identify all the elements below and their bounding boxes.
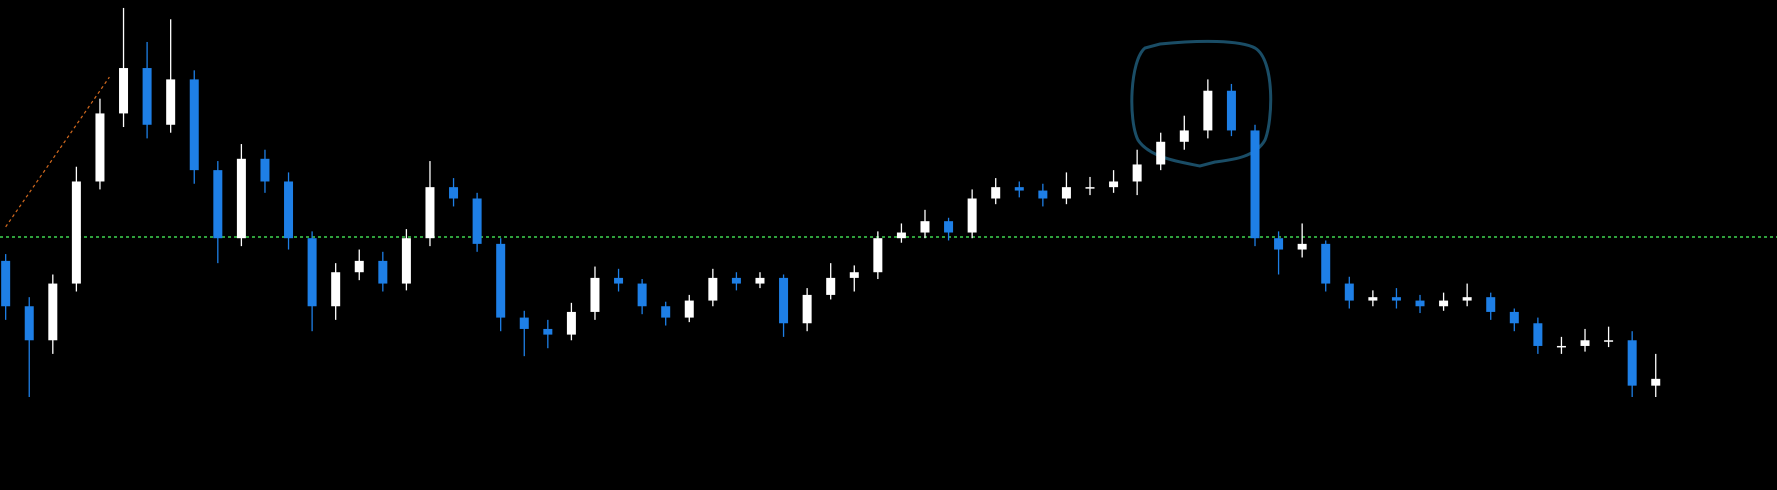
- candle-body: [1250, 130, 1260, 239]
- candle-body: [1580, 340, 1590, 346]
- candle-body: [425, 187, 435, 239]
- candle-body: [71, 181, 81, 284]
- candle-body: [1415, 300, 1425, 307]
- candle-body: [967, 198, 977, 233]
- candle-body: [496, 243, 506, 318]
- candle-body: [24, 306, 34, 341]
- candle-body: [213, 170, 223, 239]
- candle-body: [401, 238, 411, 284]
- candle-body: [449, 187, 459, 199]
- candle-body: [1509, 311, 1519, 324]
- candle-body: [1132, 164, 1142, 182]
- candle-body: [1179, 130, 1189, 142]
- hand-drawn-circle: [1130, 39, 1273, 168]
- trend-line: [5, 76, 110, 228]
- candle-body: [1486, 297, 1496, 312]
- candle-body: [1085, 187, 1095, 189]
- candle-body: [1391, 297, 1401, 301]
- candle-body: [1038, 190, 1048, 199]
- candle-body: [519, 317, 529, 329]
- candle-body: [543, 328, 553, 335]
- candle-body: [802, 294, 812, 324]
- candle-body: [95, 113, 105, 182]
- candle-body: [307, 238, 317, 307]
- candle-body: [1556, 345, 1566, 348]
- candle-body: [1321, 243, 1331, 284]
- candle-body: [1604, 340, 1614, 342]
- candle-body: [1439, 300, 1449, 307]
- candle-body: [684, 300, 694, 318]
- candle-body: [260, 158, 270, 182]
- candle-body: [1226, 90, 1236, 131]
- candle-body: [142, 68, 152, 125]
- candle-body: [1061, 187, 1071, 199]
- candle-body: [48, 283, 58, 341]
- candle-body: [189, 79, 199, 171]
- candle-body: [1627, 340, 1637, 386]
- candle-body: [1651, 378, 1661, 386]
- candle-body: [873, 238, 883, 273]
- candle-body: [944, 221, 954, 233]
- candle-body: [1533, 323, 1543, 346]
- candle-body: [354, 260, 364, 273]
- candle-body: [1203, 90, 1213, 131]
- candle-body: [849, 272, 859, 278]
- candle-body: [661, 306, 671, 318]
- candle-body: [896, 232, 906, 239]
- candle-body: [166, 79, 176, 125]
- candle-body: [1297, 243, 1307, 250]
- candle-body: [1109, 181, 1119, 188]
- candle-body: [1344, 283, 1354, 301]
- candle-body: [755, 277, 765, 284]
- candle-body: [614, 277, 624, 284]
- candle-body: [708, 277, 718, 301]
- candle-body: [826, 277, 836, 295]
- candle-body: [331, 272, 341, 307]
- candle-body: [1462, 297, 1472, 301]
- candle-body: [637, 283, 647, 307]
- candle-body: [566, 311, 576, 335]
- candle-body: [920, 221, 930, 233]
- candle-body: [236, 158, 246, 239]
- candle-body: [590, 277, 600, 312]
- candle-body: [472, 198, 482, 244]
- candle-body: [1156, 141, 1166, 165]
- candle-body: [1274, 238, 1284, 250]
- candle-body: [119, 68, 129, 114]
- candle-body: [1014, 187, 1024, 191]
- candle-body: [378, 260, 388, 284]
- candle-body: [1368, 297, 1378, 301]
- candle-body: [284, 181, 294, 239]
- candle-body: [779, 277, 789, 324]
- candle-body: [731, 277, 741, 284]
- candle-body: [1, 260, 11, 307]
- candle-body: [991, 187, 1001, 199]
